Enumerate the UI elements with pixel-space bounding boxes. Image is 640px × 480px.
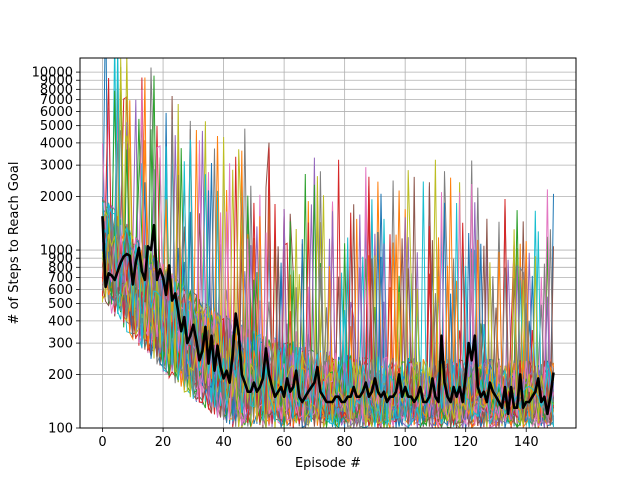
- y-tick-label: 4000: [40, 136, 73, 151]
- y-tick-label: 800: [48, 261, 73, 276]
- axes-frame: [79, 57, 577, 429]
- y-tick-label: 900: [48, 252, 73, 267]
- y-tick-label: 2000: [40, 190, 73, 205]
- y-tick-label: 600: [48, 283, 73, 298]
- plot-area: 0 20 40 60 80 100 120 140 100200300400500600700…: [32, 57, 577, 450]
- y-tick-label: 10000: [32, 66, 73, 81]
- x-tick-label: 0: [98, 435, 106, 450]
- y-tick-label: 5000: [40, 119, 73, 134]
- x-tick-label: 80: [336, 435, 353, 450]
- x-tick-label: 40: [215, 435, 232, 450]
- x-tick-label: 120: [453, 435, 478, 450]
- x-tick-label: 60: [276, 435, 293, 450]
- y-tick-label: 7000: [40, 93, 73, 108]
- x-tick-label: 140: [514, 435, 539, 450]
- run-line: [102, 204, 554, 428]
- run-line: [102, 139, 554, 427]
- x-tick-label: 100: [393, 435, 418, 450]
- y-tick-label: 300: [48, 337, 73, 352]
- y-tick-label: 1000: [40, 244, 73, 259]
- y-tick-label: 500: [48, 297, 73, 312]
- y-axis-label: # of Steps to Reach Goal: [7, 162, 22, 325]
- y-tick-label: 700: [48, 271, 73, 286]
- y-tick-label: 9000: [40, 74, 73, 89]
- y-tick-label: 8000: [40, 83, 73, 98]
- y-tick-label: 400: [48, 314, 73, 329]
- y-tick-label: 100: [48, 422, 73, 437]
- mean-series: [101, 216, 555, 416]
- x-axis-label: Episode #: [295, 456, 361, 471]
- mean-series-line: [101, 216, 555, 416]
- x-tick-label: 20: [155, 435, 172, 450]
- x-axis-ticks: 0 20 40 60 80 100 120 140: [98, 428, 539, 450]
- y-tick-label: 6000: [40, 105, 73, 120]
- y-tick-label: 3000: [40, 159, 73, 174]
- y-tick-label: 200: [48, 368, 73, 383]
